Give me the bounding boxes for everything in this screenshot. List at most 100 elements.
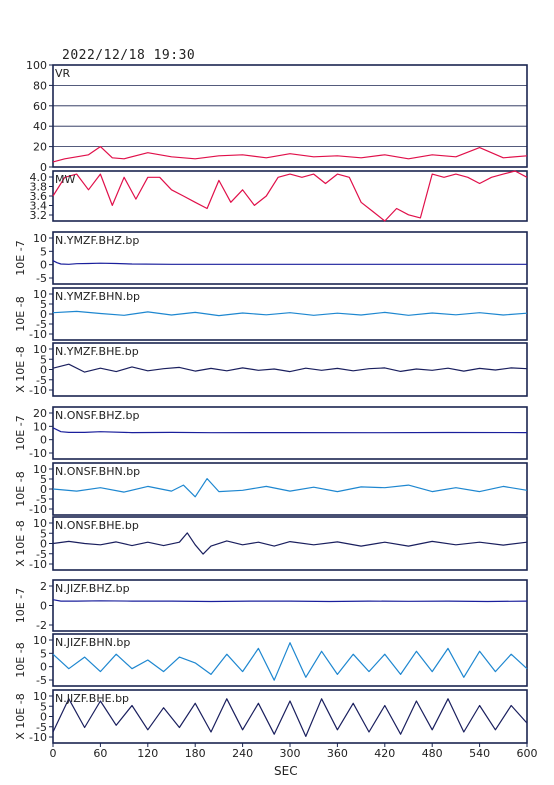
series-label: N.JIZF.BHN.bp <box>55 636 130 649</box>
y-tick-label: 5 <box>40 473 47 486</box>
y-tick-label: -5 <box>36 374 47 387</box>
series-label: N.YMZF.BHE.bp <box>55 345 139 358</box>
x-tick-label: 540 <box>469 747 490 760</box>
y-tick-label: -10 <box>29 328 47 341</box>
series-label: N.JIZF.BHZ.bp <box>55 582 130 595</box>
panel-frame <box>52 406 528 460</box>
series-line <box>52 170 528 222</box>
y-tick-label: 0 <box>40 434 47 447</box>
y-tick-label: 10 <box>33 288 47 301</box>
series-label: N.ONSF.BHN.bp <box>55 465 140 478</box>
y-tick-label: -5 <box>36 272 47 285</box>
y-tick-label: 40 <box>33 120 47 133</box>
y-tick-label: -5 <box>36 548 47 561</box>
y-tick-label: 0 <box>40 364 47 377</box>
y-tick-label: 20 <box>33 141 47 154</box>
y-tick-label: -2 <box>36 619 47 632</box>
series-line <box>52 478 528 498</box>
series-label: N.ONSF.BHZ.bp <box>55 409 139 422</box>
y-tick-label: -10 <box>29 558 47 571</box>
series-line <box>52 599 528 603</box>
y-tick-label: 10 <box>33 690 47 703</box>
y-tick-label: 10 <box>33 232 47 245</box>
unit-label: X 10E -8 <box>14 346 27 392</box>
series-line <box>52 532 528 555</box>
y-tick-label: 0 <box>40 161 47 174</box>
unit-label: X 10E -8 <box>14 693 27 739</box>
panel-frame <box>52 64 528 168</box>
unit-label: 10E -8 <box>14 471 27 506</box>
y-tick-label: 10 <box>33 634 47 647</box>
unit-label: 10E -7 <box>14 240 27 275</box>
y-tick-label: -5 <box>36 721 47 734</box>
y-tick-label: 5 <box>40 527 47 540</box>
series-label: N.YMZF.BHZ.bp <box>55 234 139 247</box>
series-line <box>52 146 528 163</box>
y-tick-label: 10 <box>33 517 47 530</box>
y-tick-label: 10 <box>33 463 47 476</box>
x-tick-label: 120 <box>137 747 158 760</box>
y-tick-label: 5 <box>40 700 47 713</box>
series-line <box>52 427 528 434</box>
y-tick-label: 0 <box>40 661 47 674</box>
y-tick-label: 3.8 <box>30 181 48 194</box>
y-tick-label: 0 <box>40 483 47 496</box>
series-line <box>52 363 528 373</box>
x-tick-label: 180 <box>185 747 206 760</box>
y-tick-label: 3.4 <box>30 200 48 213</box>
y-tick-label: 0 <box>40 711 47 724</box>
y-tick-label: -10 <box>29 384 47 397</box>
x-axis-label: SEC <box>274 764 298 778</box>
y-tick-label: -10 <box>29 503 47 516</box>
panel-frame <box>52 231 528 285</box>
series-label: VR <box>55 67 71 80</box>
x-tick-label: 240 <box>232 747 253 760</box>
series-line <box>52 642 528 681</box>
y-tick-label: 5 <box>40 298 47 311</box>
x-tick-label: 420 <box>374 747 395 760</box>
panel-frame <box>52 633 528 687</box>
y-tick-label: 2 <box>40 580 47 593</box>
y-tick-label: 0 <box>40 308 47 321</box>
y-tick-label: 20 <box>33 407 47 420</box>
series-line <box>52 260 527 265</box>
series-line <box>52 698 528 738</box>
y-tick-label: 80 <box>33 79 47 92</box>
y-tick-label: 0 <box>40 259 47 272</box>
unit-label: 10E -7 <box>14 415 27 450</box>
y-tick-label: 5 <box>40 245 47 258</box>
y-tick-label: 5 <box>40 353 47 366</box>
unit-label: 10E -8 <box>14 296 27 331</box>
unit-label: 10E -7 <box>14 588 27 623</box>
unit-label: X 10E -8 <box>14 520 27 566</box>
series-label: N.ONSF.BHE.bp <box>55 519 139 532</box>
y-tick-label: 3.6 <box>30 190 48 203</box>
y-tick-label: 4.0 <box>30 171 48 184</box>
series-label: N.YMZF.BHN.bp <box>55 290 140 303</box>
y-tick-label: -10 <box>29 731 47 744</box>
chart-title: 2022/12/18 19:30 <box>62 48 196 63</box>
series-label: MW <box>55 173 75 186</box>
y-tick-label: 3.2 <box>30 209 48 222</box>
x-tick-label: 600 <box>517 747 538 760</box>
y-tick-label: -5 <box>36 674 47 687</box>
series-label: N.JIZF.BHE.bp <box>55 692 129 705</box>
y-tick-label: 5 <box>40 647 47 660</box>
unit-label: 10E -8 <box>14 642 27 677</box>
x-tick-label: 0 <box>50 747 57 760</box>
y-tick-label: -10 <box>29 447 47 460</box>
x-tick-label: 300 <box>280 747 301 760</box>
x-tick-label: 60 <box>93 747 107 760</box>
y-tick-label: 10 <box>33 420 47 433</box>
y-tick-label: 100 <box>26 59 47 72</box>
x-tick-label: 360 <box>327 747 348 760</box>
y-tick-label: -5 <box>36 493 47 506</box>
y-tick-label: 10 <box>33 343 47 356</box>
y-tick-label: 0 <box>40 538 47 551</box>
y-tick-label: -5 <box>36 318 47 331</box>
x-tick-label: 480 <box>422 747 443 760</box>
y-tick-label: 0 <box>40 600 47 613</box>
series-line <box>52 310 528 317</box>
